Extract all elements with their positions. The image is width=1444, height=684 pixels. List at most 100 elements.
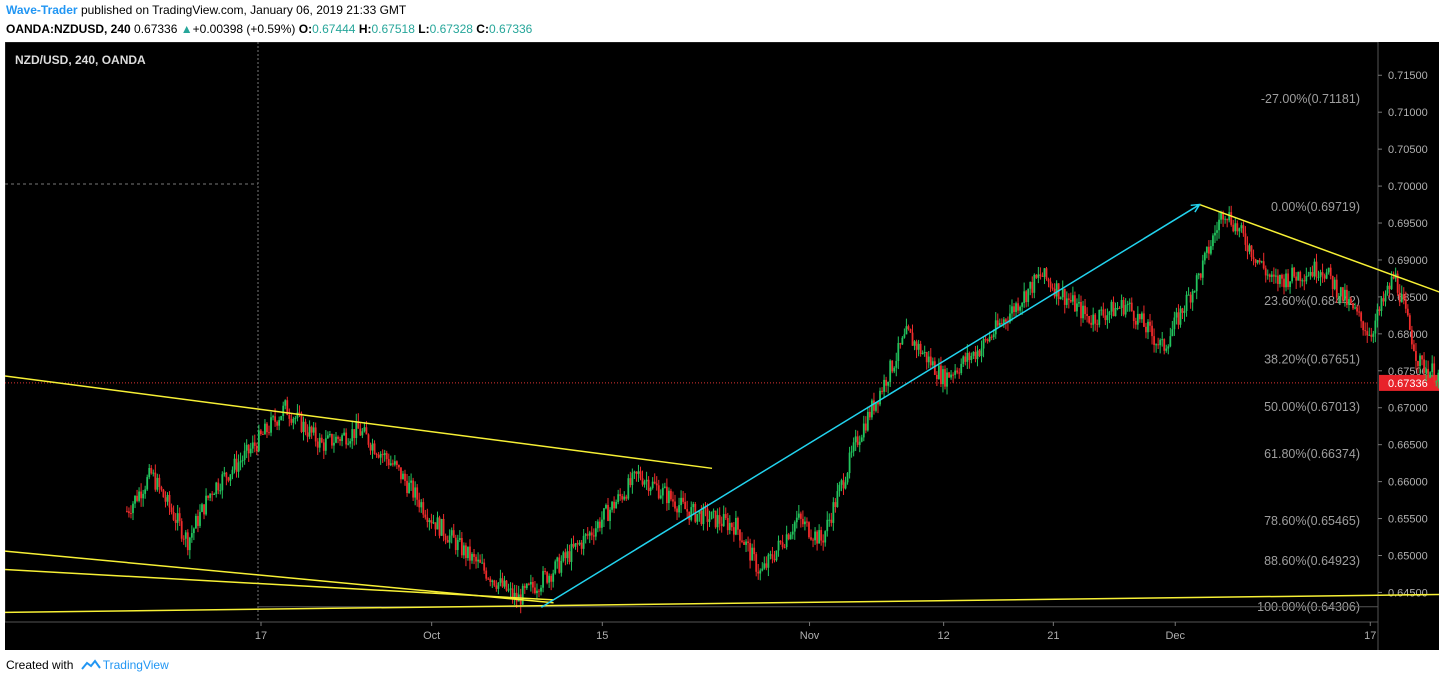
candle-body [438,517,441,536]
candle-body [381,453,384,456]
candle-body [444,535,447,540]
candle-body [465,545,467,558]
candle-body [946,372,948,387]
candle-body [897,343,900,362]
candle-body [674,501,676,509]
candle-body [1303,280,1306,282]
candle-body [1366,331,1369,336]
candle-body [1212,235,1214,247]
candle-body [793,522,796,532]
candle-body [722,514,725,527]
candle-body [1277,275,1279,284]
candle-body [1289,281,1291,288]
candle-body [797,513,800,518]
candle-body [529,581,532,585]
candle-body [726,518,729,531]
candle-body [1023,291,1026,304]
candle-body [871,400,873,418]
chart-area[interactable]: 0.71500 0.71000 0.70500 0.70000 0.69500 0.690… [5,42,1439,650]
candle-body [586,534,589,536]
candle-body [1088,315,1091,323]
y-tick-label: 0.66000 [1388,477,1428,489]
candle-body [1210,246,1212,254]
candle-body [927,356,930,363]
candle-body [1055,283,1058,297]
candle-body [1037,274,1040,278]
candle-body [1228,212,1231,221]
tradingview-logo-icon [80,659,101,670]
candle-body [743,541,745,545]
candle-body [1002,319,1005,324]
candle-body [203,504,205,515]
x-tick-label: Dec [1165,630,1185,642]
last-price-tag [1379,374,1439,391]
candle-body [826,519,829,532]
candle-body [755,554,758,572]
candle-body [1380,298,1383,311]
candle-body [489,578,492,582]
fib-level-label: 0.00%(0.69719) [1271,200,1360,214]
x-tick-label: Oct [423,630,440,642]
candle-body [1193,291,1196,293]
candle-body [314,427,317,442]
candle-body [655,483,658,486]
candle-body [972,351,975,356]
candle-body [1009,313,1011,323]
candle-body [1015,303,1017,312]
candle-body [596,521,599,529]
candle-body [454,537,457,551]
candle-body [209,493,212,498]
candle-body [1143,313,1145,327]
x-tick-label: 12 [938,630,950,642]
candle-body [1293,267,1296,277]
candle-body [801,518,804,525]
brand-text[interactable]: TradingView [102,658,169,672]
candle-body [1350,299,1352,303]
candle-body [233,458,236,470]
close-value: 0.67336 [488,22,533,36]
candle-body [966,352,969,362]
candle-body [1311,271,1314,277]
candle-body [373,443,376,455]
candle-body [377,455,380,458]
candle-body [1035,274,1038,278]
candle-body [140,491,143,499]
up-arrow-icon: ▲ [180,22,193,36]
candle-body [944,369,946,387]
candle-body [1224,218,1227,220]
candle-body [1410,329,1413,345]
candle-body [718,515,721,524]
candle-body [174,519,177,523]
candle-body [1317,277,1320,279]
candle-body [1124,305,1127,315]
author-name[interactable]: Wave-Trader [6,3,78,17]
x-tick-label: 21 [1047,630,1059,642]
candle-body [241,459,244,462]
candle-body [1435,381,1438,383]
candle-body [542,571,544,588]
candle-body [917,343,920,350]
candle-body [834,502,837,507]
candle-body [1301,280,1304,282]
candle-body [824,531,827,543]
candle-body [1149,321,1151,326]
candle-body [393,461,396,465]
candle-body [875,401,877,411]
candle-body [1047,278,1050,282]
candle-body [166,494,169,502]
candle-body [714,510,717,528]
candle-body [1238,228,1241,232]
candle-body [1138,313,1141,320]
candle-body [1130,302,1133,312]
candle-body [938,365,940,380]
change-value: +0.00398 (+0.59%) [192,22,296,36]
candle-body [1086,314,1088,316]
candle-body [680,497,682,506]
candle-body [970,355,973,360]
candle-body [487,578,490,580]
candle-body [682,497,685,502]
candle-body [992,334,995,338]
candle-body [1256,260,1259,263]
price-chart[interactable]: 0.71500 0.71000 0.70500 0.70000 0.69500 0.690… [5,42,1439,650]
candle-body [1222,212,1224,220]
